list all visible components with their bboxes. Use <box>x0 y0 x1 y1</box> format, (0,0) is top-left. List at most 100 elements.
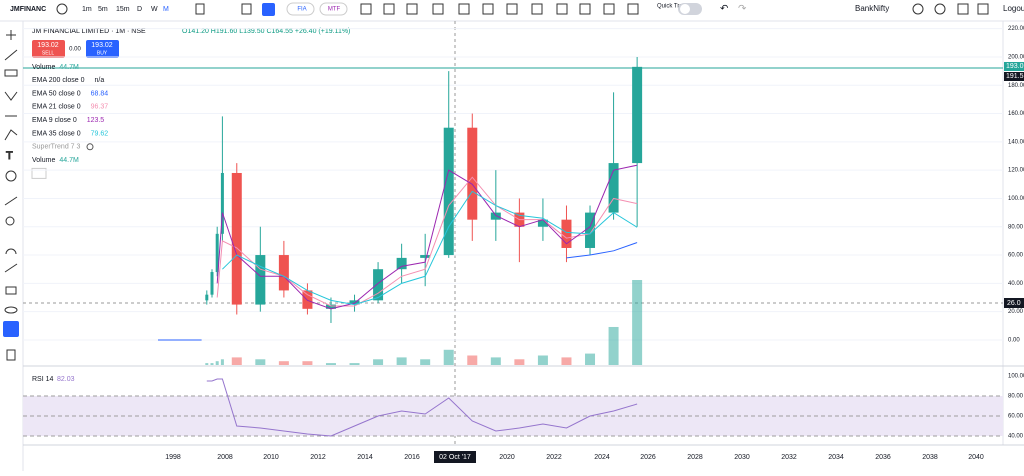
sell-label: SELL <box>42 50 54 56</box>
x-tick-label: 2016 <box>404 454 420 461</box>
x-tick-label: 2032 <box>781 454 797 461</box>
visibility-icon[interactable] <box>86 143 94 151</box>
rsi-line <box>206 378 638 437</box>
left-tools: T <box>3 30 19 361</box>
volume-bar <box>220 359 224 365</box>
collapse-legend[interactable] <box>31 167 47 179</box>
y-tick-label: 200.00 <box>1008 55 1024 61</box>
toolbar-icons <box>195 3 989 15</box>
crosshair-date-bg <box>434 451 476 463</box>
candle-body <box>420 255 431 258</box>
volume-bar <box>514 359 525 365</box>
x-tick-label: 2020 <box>499 454 515 461</box>
ohlc: O141.20 H191.60 L139.50 C164.55 +26.40 (… <box>182 28 350 35</box>
legend-label: EMA 9 close 0 <box>32 117 77 124</box>
x-tick-label: 2024 <box>594 454 610 461</box>
candle-body <box>210 272 214 295</box>
legend-value: 123.5 <box>87 117 105 124</box>
y-tick-label: 0.00 <box>1008 338 1020 344</box>
candle-body <box>215 233 219 273</box>
legend-value: 68.84 <box>91 90 109 97</box>
candle-body <box>220 172 224 234</box>
rsi-tick-label: 60.00 <box>1008 414 1024 420</box>
interval[interactable]: D <box>137 6 142 13</box>
x-tick-label: 2030 <box>734 454 750 461</box>
interval[interactable]: 5m <box>98 6 108 13</box>
volume-bar <box>443 349 454 365</box>
sell-button[interactable] <box>32 40 65 58</box>
rsi-tick-label: 80.00 <box>1008 394 1024 400</box>
legend-value: 96.37 <box>91 104 109 111</box>
volume-bar <box>373 359 384 365</box>
volume-bar <box>325 363 336 365</box>
candle-body <box>467 127 478 220</box>
volume-bar <box>396 357 407 365</box>
x-tick-label: 2022 <box>546 454 562 461</box>
volume-bar <box>205 363 209 365</box>
volume-bar <box>632 280 643 365</box>
y-tick-label: 100.00 <box>1008 196 1024 202</box>
buy-label: BUY <box>97 50 108 56</box>
interval[interactable]: 1m <box>82 6 92 13</box>
x-tick-label: 1998 <box>165 454 181 461</box>
ema-line <box>222 190 638 306</box>
rsi-tick-label: 40.00 <box>1008 434 1024 440</box>
logout[interactable]: Logout <box>1003 4 1024 13</box>
symbol[interactable]: JMFINANC <box>10 6 46 13</box>
candle-body <box>325 304 336 309</box>
watchlist[interactable]: BankNifty <box>855 4 889 13</box>
volume-bar <box>490 357 501 365</box>
x-tick-label: 2012 <box>310 454 326 461</box>
y-tick-label: 60.00 <box>1008 253 1024 259</box>
volume-bar <box>255 359 266 365</box>
add-symbol[interactable] <box>56 3 68 15</box>
mtf-label: MTF <box>328 7 341 13</box>
y-tick-label: 40.00 <box>1008 281 1024 287</box>
legend-label: SuperTrend 7 3 <box>32 144 80 151</box>
legend-value: 44.7M <box>59 64 79 71</box>
candle-body <box>443 127 454 256</box>
crosshair-tag-text: 26.0 <box>1007 300 1021 307</box>
y-tick-label: 20.00 <box>1008 309 1024 315</box>
volume-bar <box>561 357 572 365</box>
x-tick-label: 2028 <box>687 454 703 461</box>
volume-bar <box>231 357 242 365</box>
candle-body <box>632 66 643 164</box>
quick-trade: Quick Trade <box>657 4 690 10</box>
x-tick-label: 2040 <box>968 454 984 461</box>
rsi-name: RSI 14 <box>32 376 54 383</box>
ema-line <box>566 242 638 259</box>
y-tick-label: 180.00 <box>1008 83 1024 89</box>
sell-price: 193.02 <box>37 42 59 49</box>
spread: 0.00 <box>69 47 81 53</box>
redo[interactable]: ↷ <box>738 4 747 15</box>
rsi-tick-label: 100.00 <box>1008 374 1024 380</box>
volume-bar <box>585 353 596 365</box>
candle-body <box>349 300 360 305</box>
price-tag-text: 191.5 <box>1006 73 1024 80</box>
ema-line <box>216 164 638 310</box>
interval[interactable]: W <box>151 6 158 13</box>
fia-label: FIA <box>297 7 306 13</box>
interval[interactable]: M <box>163 6 169 13</box>
interval[interactable]: 15m <box>116 6 130 13</box>
x-tick-label: 2034 <box>828 454 844 461</box>
mtf-button[interactable] <box>319 2 348 16</box>
fia-button[interactable] <box>286 2 315 16</box>
y-tick-label: 80.00 <box>1008 224 1024 230</box>
legend-label: EMA 35 close 0 <box>32 130 81 137</box>
candle-body <box>231 172 242 305</box>
buy-button[interactable] <box>86 40 119 58</box>
y-tick-label: 160.00 <box>1008 111 1024 117</box>
undo[interactable]: ↶ <box>720 4 728 15</box>
top-toolbar <box>0 0 1024 21</box>
price-tag-text: 193.0 <box>1006 63 1024 70</box>
x-tick-label: 2026 <box>640 454 656 461</box>
volume-bar <box>608 326 619 365</box>
y-tick-label: 220.00 <box>1008 26 1024 32</box>
price-tag <box>1004 62 1024 71</box>
legend-value: 44.7M <box>59 157 79 164</box>
filter-button[interactable] <box>262 3 275 16</box>
candle-body <box>561 219 572 248</box>
